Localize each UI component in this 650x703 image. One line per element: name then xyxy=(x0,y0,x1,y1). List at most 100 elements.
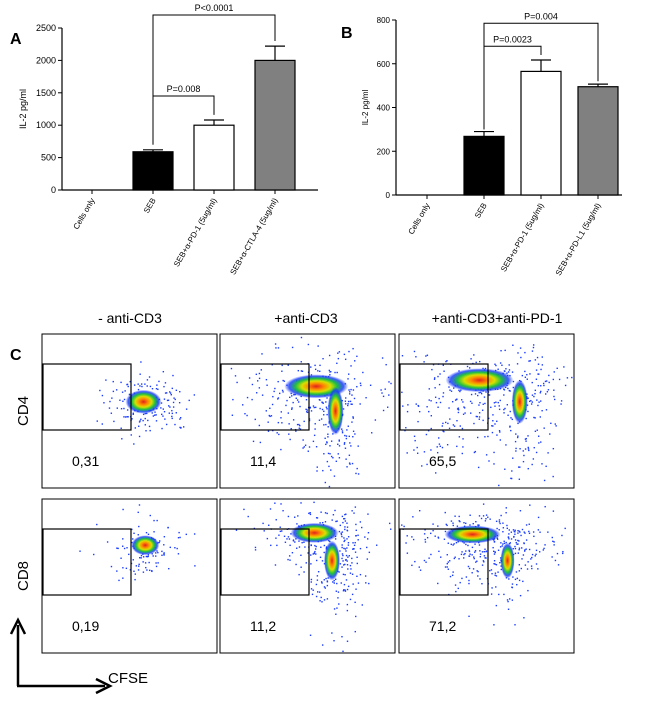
scatter-point xyxy=(517,435,519,437)
scatter-point xyxy=(527,561,529,563)
scatter-point xyxy=(527,448,530,450)
scatter-point xyxy=(283,380,286,382)
scatter-point xyxy=(352,548,354,550)
scatter-point xyxy=(424,529,426,531)
scatter-point xyxy=(316,579,319,581)
scatter-point xyxy=(241,404,244,406)
scatter-point xyxy=(490,569,493,571)
scatter-point xyxy=(424,541,427,543)
scatter-point xyxy=(345,550,347,552)
scatter-point xyxy=(514,533,516,535)
scatter-point xyxy=(310,578,313,581)
scatter-point xyxy=(341,431,344,434)
scatter-point xyxy=(280,411,282,413)
scatter-point xyxy=(435,472,437,474)
scatter-point xyxy=(299,405,301,408)
bar xyxy=(254,59,296,191)
scatter-point xyxy=(424,538,426,541)
scatter-point xyxy=(511,599,514,601)
scatter-point xyxy=(440,556,442,558)
bar xyxy=(577,86,619,196)
scatter-point xyxy=(126,383,129,386)
scatter-point xyxy=(348,350,350,353)
scatter-point xyxy=(446,360,448,362)
scatter-point xyxy=(345,554,348,557)
scatter-point xyxy=(483,555,486,557)
scatter-point xyxy=(168,567,170,570)
scatter-point xyxy=(541,463,543,465)
scatter-point xyxy=(516,577,519,580)
scatter-point xyxy=(270,415,273,417)
scatter-point xyxy=(334,578,337,580)
scatter-point xyxy=(462,401,464,403)
scatter-point xyxy=(280,417,282,419)
scatter-point xyxy=(321,582,323,584)
scatter-point xyxy=(284,541,287,543)
scatter-point xyxy=(151,570,153,573)
scatter-point xyxy=(299,428,302,430)
y-axis-label: IL-2 pg/ml xyxy=(361,89,370,125)
scatter-point xyxy=(519,531,521,533)
scatter-point xyxy=(350,403,352,405)
scatter-point xyxy=(335,520,337,523)
scatter-point xyxy=(523,454,525,457)
scatter-point xyxy=(352,542,354,544)
scatter-point xyxy=(148,561,150,564)
scatter-point xyxy=(289,438,291,441)
scatter-point xyxy=(168,405,170,407)
scatter-point xyxy=(277,347,280,349)
scatter-point xyxy=(544,544,546,546)
scatter-point xyxy=(512,344,514,346)
scatter-point xyxy=(357,534,359,536)
scatter-point xyxy=(315,595,318,598)
scatter-point xyxy=(512,529,515,531)
x-arrow-head xyxy=(95,677,113,695)
y-tick-label: 500 xyxy=(41,153,56,163)
scatter-point xyxy=(514,545,516,548)
scatter-point xyxy=(133,570,135,572)
scatter-point xyxy=(461,427,464,430)
scatter-point xyxy=(117,547,119,550)
scatter-point xyxy=(539,392,542,394)
scatter-point xyxy=(342,573,345,576)
scatter-point xyxy=(135,565,138,567)
scatter-point xyxy=(155,562,157,564)
scatter-point xyxy=(247,515,249,518)
scatter-point xyxy=(142,419,144,422)
scatter-point xyxy=(552,447,555,450)
scatter-point xyxy=(343,583,346,586)
scatter-point xyxy=(300,566,302,568)
scatter-point xyxy=(417,420,419,423)
scatter-point xyxy=(298,423,300,426)
scatter-point xyxy=(509,410,511,413)
scatter-point xyxy=(538,551,541,553)
y-tick-label: 400 xyxy=(377,104,391,113)
scatter-point xyxy=(348,555,350,557)
scatter-point xyxy=(401,524,403,526)
scatter-point xyxy=(121,545,124,547)
scatter-point xyxy=(452,544,454,546)
scatter-point xyxy=(147,533,150,536)
scatter-point xyxy=(527,435,529,437)
scatter-point xyxy=(468,579,470,582)
scatter-point xyxy=(371,432,373,434)
scatter-point xyxy=(518,579,521,582)
scatter-point xyxy=(553,395,555,398)
scatter-point xyxy=(301,370,304,372)
scatter-point xyxy=(469,524,471,526)
scatter-point xyxy=(303,446,305,448)
scatter-point xyxy=(428,410,430,413)
scatter-point xyxy=(350,568,352,570)
scatter-point xyxy=(158,380,160,383)
scatter-point xyxy=(348,462,351,464)
scatter-point xyxy=(126,547,128,549)
scatter-point xyxy=(306,411,308,413)
scatter-point xyxy=(497,549,500,551)
scatter-point xyxy=(126,409,129,411)
scatter-point xyxy=(521,528,524,531)
scatter-point xyxy=(298,427,300,429)
scatter-point xyxy=(332,581,334,583)
scatter-point xyxy=(160,407,162,409)
scatter-point xyxy=(438,437,440,439)
